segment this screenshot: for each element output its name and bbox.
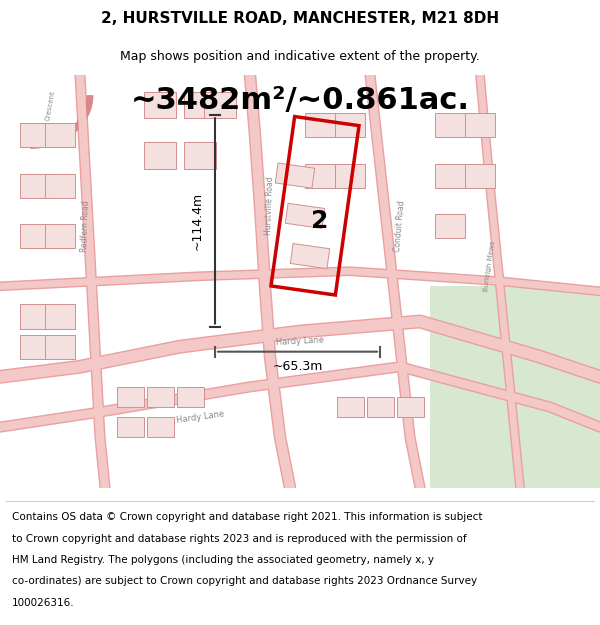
FancyBboxPatch shape	[204, 92, 236, 118]
Text: ~114.4m: ~114.4m	[191, 192, 203, 250]
FancyBboxPatch shape	[335, 113, 365, 138]
FancyBboxPatch shape	[184, 92, 216, 118]
Text: ~3482m²/~0.861ac.: ~3482m²/~0.861ac.	[131, 86, 470, 114]
FancyBboxPatch shape	[116, 417, 143, 437]
FancyBboxPatch shape	[435, 214, 465, 238]
FancyBboxPatch shape	[305, 113, 335, 138]
FancyBboxPatch shape	[337, 397, 364, 417]
FancyBboxPatch shape	[275, 163, 315, 188]
Text: 2: 2	[311, 209, 329, 233]
FancyBboxPatch shape	[144, 92, 176, 118]
FancyBboxPatch shape	[45, 334, 75, 359]
FancyBboxPatch shape	[20, 174, 50, 198]
Text: Burleigh Mews: Burleigh Mews	[484, 241, 497, 292]
FancyBboxPatch shape	[20, 123, 50, 148]
FancyBboxPatch shape	[176, 387, 203, 407]
Text: 2, HURSTVILLE ROAD, MANCHESTER, M21 8DH: 2, HURSTVILLE ROAD, MANCHESTER, M21 8DH	[101, 11, 499, 26]
Text: co-ordinates) are subject to Crown copyright and database rights 2023 Ordnance S: co-ordinates) are subject to Crown copyr…	[12, 576, 477, 586]
FancyBboxPatch shape	[45, 304, 75, 329]
Text: to Crown copyright and database rights 2023 and is reproduced with the permissio: to Crown copyright and database rights 2…	[12, 534, 467, 544]
FancyBboxPatch shape	[184, 142, 216, 169]
FancyBboxPatch shape	[146, 417, 173, 437]
FancyBboxPatch shape	[20, 334, 50, 359]
Text: Map shows position and indicative extent of the property.: Map shows position and indicative extent…	[120, 50, 480, 62]
Text: Crescent: Crescent	[44, 89, 56, 121]
FancyBboxPatch shape	[116, 387, 143, 407]
Text: HM Land Registry. The polygons (including the associated geometry, namely x, y: HM Land Registry. The polygons (includin…	[12, 555, 434, 565]
Text: Redfern Road: Redfern Road	[80, 200, 91, 252]
FancyBboxPatch shape	[45, 174, 75, 198]
Text: Contains OS data © Crown copyright and database right 2021. This information is : Contains OS data © Crown copyright and d…	[12, 512, 482, 522]
FancyBboxPatch shape	[465, 164, 495, 188]
FancyBboxPatch shape	[397, 397, 424, 417]
FancyBboxPatch shape	[20, 224, 50, 248]
FancyBboxPatch shape	[20, 304, 50, 329]
Text: Conduit Road: Conduit Road	[393, 200, 407, 252]
FancyBboxPatch shape	[285, 203, 325, 228]
FancyBboxPatch shape	[435, 113, 465, 138]
FancyBboxPatch shape	[435, 164, 465, 188]
FancyBboxPatch shape	[465, 113, 495, 138]
FancyBboxPatch shape	[144, 142, 176, 169]
Text: Hurstville Road: Hurstville Road	[265, 176, 275, 235]
FancyBboxPatch shape	[290, 244, 330, 269]
FancyBboxPatch shape	[335, 164, 365, 188]
FancyBboxPatch shape	[146, 387, 173, 407]
FancyBboxPatch shape	[305, 164, 335, 188]
Text: Hardy Lane: Hardy Lane	[175, 409, 224, 425]
FancyBboxPatch shape	[367, 397, 394, 417]
Text: 100026316.: 100026316.	[12, 598, 74, 608]
FancyBboxPatch shape	[45, 123, 75, 148]
FancyBboxPatch shape	[45, 224, 75, 248]
FancyBboxPatch shape	[430, 286, 600, 488]
Text: Hardy Lane: Hardy Lane	[275, 336, 325, 348]
Text: ~65.3m: ~65.3m	[272, 360, 323, 373]
